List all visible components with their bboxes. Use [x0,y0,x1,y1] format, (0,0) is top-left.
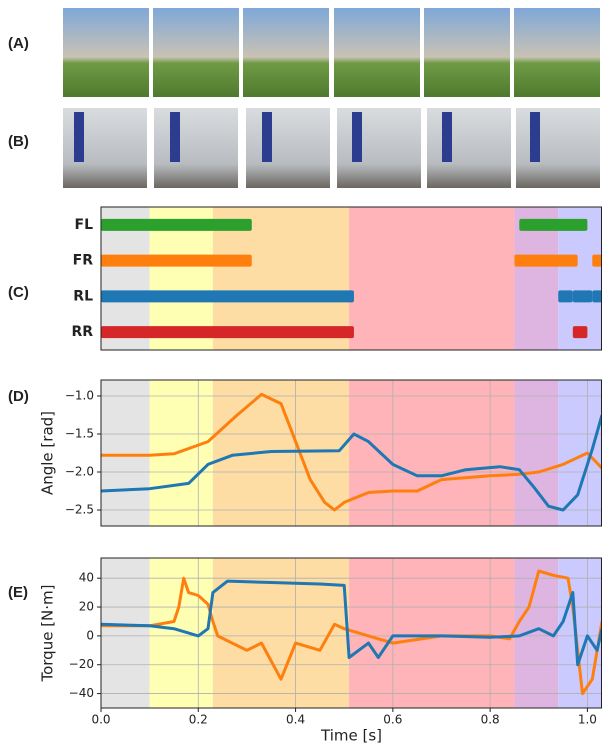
y-tick-label: −1.5 [65,426,94,440]
y-tick-label: FL [75,217,94,233]
x-tick-label: 0.8 [481,713,500,727]
y-tick-label: 20 [79,600,94,614]
photo-row-a [63,8,600,97]
phase-band [101,558,150,708]
panel-label: (D) [8,388,29,405]
panel-label: (E) [8,584,28,601]
panel-label: (B) [8,133,29,150]
phase-band [558,380,602,526]
x-axis-label: Time [s] [320,727,382,744]
phase-band [150,380,213,526]
y-tick-label: −2.0 [65,465,94,479]
x-tick-label: 1.0 [578,713,597,727]
phase-band [349,558,514,708]
panel-label: (C) [8,284,29,301]
contact-bar [558,290,573,302]
phase-band [349,380,514,526]
x-tick-label: 0.0 [91,713,110,727]
figure: (A) (B) (C) FL FR RL RR (D) −2.5 −2.0 −1.5 −1.0 An… [0,0,602,744]
x-tick-label: 0.6 [383,713,402,727]
y-tick-label: 0 [86,628,94,642]
panel-label: (A) [8,35,29,52]
y-tick-label: FR [73,253,94,269]
y-tick-label: −20 [69,657,94,671]
y-tick-label: −2.5 [65,503,94,517]
contact-bar [101,326,354,338]
y-tick-label: 40 [79,571,94,585]
x-tick-label: 0.2 [189,713,208,727]
y-tick-label: RL [73,288,93,304]
contact-bar [573,326,588,338]
contact-bar [592,255,602,267]
phase-band [514,380,558,526]
contact-bar [519,219,587,231]
contact-bar [101,255,252,267]
y-tick-label: RR [71,324,93,340]
contact-bar [514,255,577,267]
y-tick-label: −1.0 [65,388,94,402]
contact-bar [101,290,354,302]
y-axis-label: Angle [rad] [39,411,57,495]
y-axis-label: Torque [N·m] [39,584,57,682]
phase-band [101,380,150,526]
phase-band [349,207,514,350]
x-tick-label: 0.4 [286,713,305,727]
contact-bar [101,219,252,231]
y-tick-label: −40 [69,686,94,700]
contact-bar [592,290,602,302]
contact-bar [573,290,592,302]
photo-row-b [63,108,600,188]
